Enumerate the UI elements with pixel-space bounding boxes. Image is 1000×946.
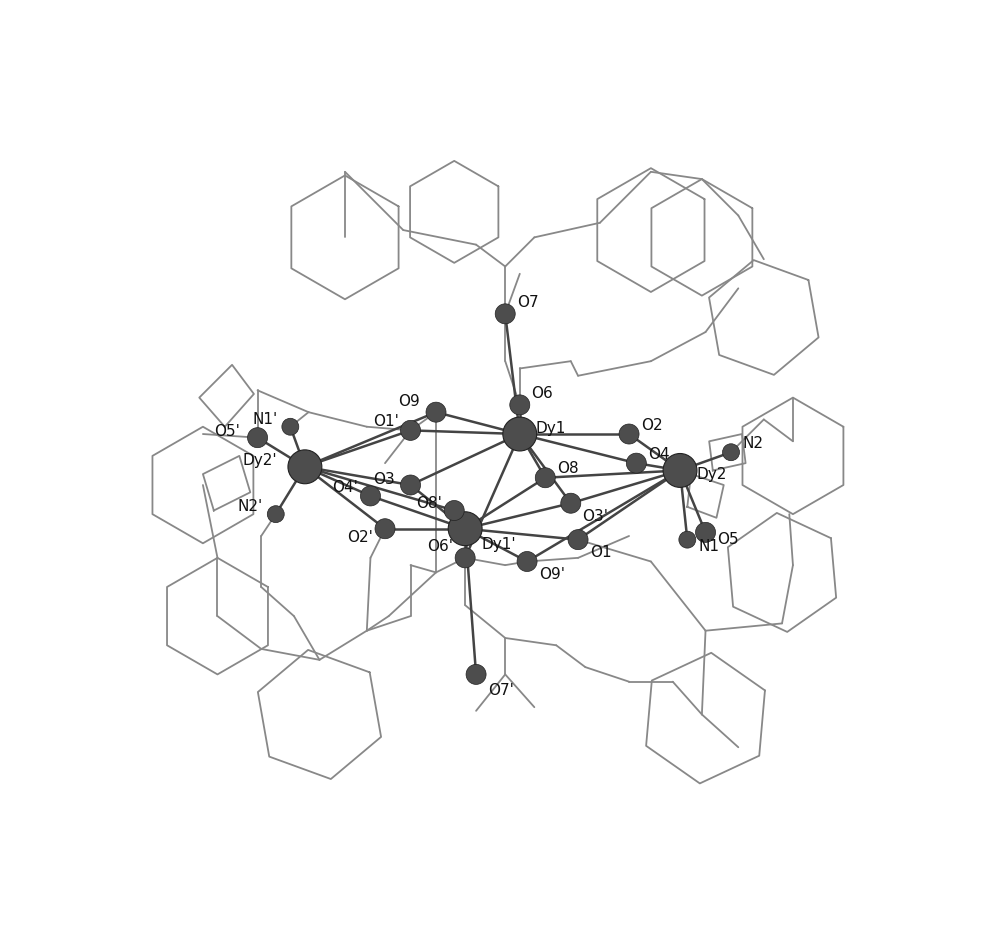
Text: N2: N2 <box>743 436 764 451</box>
Text: O7: O7 <box>517 295 538 310</box>
Text: Dy2': Dy2' <box>243 453 278 468</box>
Text: O1: O1 <box>590 545 611 560</box>
Circle shape <box>282 418 299 435</box>
Text: O6': O6' <box>427 539 453 554</box>
Text: Dy1': Dy1' <box>481 537 516 552</box>
Text: Dy1: Dy1 <box>536 421 566 436</box>
Text: O9': O9' <box>539 567 565 582</box>
Circle shape <box>444 500 464 520</box>
Circle shape <box>696 522 716 542</box>
Circle shape <box>401 475 421 495</box>
Circle shape <box>679 531 696 548</box>
Circle shape <box>288 450 322 483</box>
Circle shape <box>510 394 530 415</box>
Text: O4': O4' <box>333 480 358 495</box>
Text: O1': O1' <box>373 414 399 429</box>
Circle shape <box>495 304 515 324</box>
Circle shape <box>663 453 697 487</box>
Circle shape <box>426 402 446 422</box>
Circle shape <box>466 664 486 684</box>
Circle shape <box>561 493 581 514</box>
Circle shape <box>455 548 475 568</box>
Circle shape <box>626 453 646 473</box>
Circle shape <box>360 486 380 506</box>
Text: O5': O5' <box>214 425 240 439</box>
Text: O9: O9 <box>398 394 420 409</box>
Text: O7': O7' <box>488 683 514 698</box>
Text: O4: O4 <box>648 447 670 462</box>
Text: O5: O5 <box>717 533 739 547</box>
Text: O8': O8' <box>416 496 442 511</box>
Circle shape <box>723 444 739 461</box>
Text: O3': O3' <box>582 509 608 524</box>
Circle shape <box>619 424 639 444</box>
Text: O3: O3 <box>373 472 394 486</box>
Text: O2: O2 <box>641 418 662 432</box>
Circle shape <box>517 552 537 571</box>
Circle shape <box>401 420 421 441</box>
Text: N2': N2' <box>238 499 263 515</box>
Text: N1: N1 <box>699 539 720 554</box>
Circle shape <box>267 506 284 522</box>
Text: O2': O2' <box>347 530 373 545</box>
Circle shape <box>503 417 537 451</box>
Text: O8: O8 <box>557 462 579 477</box>
Circle shape <box>568 530 588 550</box>
Text: N1': N1' <box>252 412 278 427</box>
Circle shape <box>375 518 395 538</box>
Text: Dy2: Dy2 <box>696 466 726 482</box>
Circle shape <box>448 512 482 546</box>
Circle shape <box>535 467 555 488</box>
Text: O6: O6 <box>531 387 553 401</box>
Circle shape <box>248 428 268 447</box>
